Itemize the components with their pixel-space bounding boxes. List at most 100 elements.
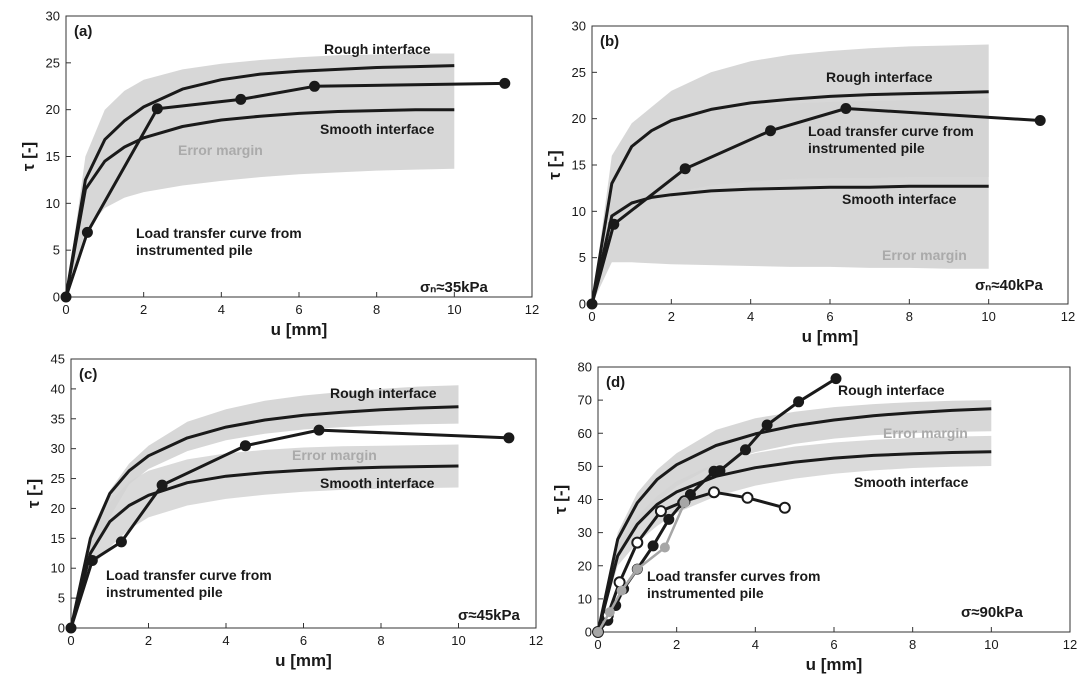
- data-point: [631, 536, 644, 549]
- x-tick-label: 10: [981, 309, 995, 324]
- x-tick-label: 12: [1063, 637, 1077, 652]
- x-tick-label: 8: [377, 633, 384, 648]
- x-tick-label: 6: [300, 633, 307, 648]
- y-tick-label: 30: [572, 19, 586, 34]
- data-point: [647, 540, 659, 552]
- panel-a: 0 2 4 6 8 10 12 0 5 10 15 20 25 30 u [mm] τ [-] (a) Rough…: [19, 9, 539, 340]
- x-tick-label: 6: [295, 302, 302, 317]
- y-tick-label: 0: [585, 625, 592, 640]
- y-tick-label: 5: [58, 591, 65, 606]
- data-point: [604, 607, 615, 618]
- series-line: [590, 90, 989, 305]
- x-tick-label: 4: [218, 302, 225, 317]
- stress-condition-label: σ≈45kPa: [458, 607, 521, 624]
- data-point: [499, 77, 511, 89]
- y-tick-label: 40: [578, 492, 592, 507]
- pile-curve-label-line2: instrumented pile: [136, 242, 253, 258]
- y-axis-label: τ [-]: [24, 479, 43, 508]
- smooth-interface-label: Smooth interface: [320, 475, 435, 491]
- y-tick-label: 0: [53, 290, 60, 305]
- y-axis-label: τ [-]: [551, 485, 570, 514]
- data-point: [503, 432, 515, 444]
- data-point: [741, 491, 754, 504]
- y-tick-label: 60: [578, 426, 592, 441]
- y-tick-label: 20: [46, 102, 60, 117]
- panel-label: (b): [600, 33, 619, 50]
- x-tick-label: 12: [525, 302, 539, 317]
- series-line: [69, 464, 459, 629]
- y-tick-label: 0: [579, 297, 586, 312]
- y-tick-label: 10: [578, 591, 592, 606]
- data-point: [663, 513, 675, 525]
- data-point: [761, 419, 773, 431]
- data-point: [830, 373, 842, 385]
- data-point: [654, 505, 667, 518]
- data-point: [708, 486, 720, 499]
- x-tick-label: 2: [668, 309, 675, 324]
- y-tick-label: 35: [51, 411, 65, 426]
- x-axis-label: u [mm]: [806, 655, 863, 674]
- pile-curve-label-line2: instrumented pile: [808, 140, 925, 156]
- y-tick-label: 50: [578, 459, 592, 474]
- series-line: [69, 405, 459, 629]
- data-point: [659, 542, 670, 553]
- data-point: [60, 291, 72, 303]
- y-tick-label: 15: [46, 149, 60, 164]
- panel-d: 0 2 4 6 8 10 12 0 10 20 30 40 50 60 70 80 u [mm] τ [-] (d)…: [551, 360, 1077, 675]
- data-point: [714, 465, 726, 477]
- data-point: [81, 226, 93, 238]
- data-point: [239, 440, 251, 452]
- data-point: [740, 444, 751, 456]
- data-point: [765, 125, 776, 137]
- error-margin-band: [66, 53, 455, 297]
- series-line: [64, 81, 505, 298]
- data-point: [586, 298, 598, 310]
- data-point: [313, 424, 325, 436]
- x-tick-label: 0: [594, 637, 601, 652]
- x-tick-label: 12: [1061, 309, 1075, 324]
- data-point: [793, 396, 805, 408]
- panel-b: 0 2 4 6 8 10 12 0 5 10 15 20 25 30 u [mm] τ [-] (b) Rough…: [545, 19, 1075, 347]
- data-point: [679, 497, 690, 508]
- y-tick-label: 15: [51, 531, 65, 546]
- x-tick-label: 10: [451, 633, 465, 648]
- pile-curve-label-line1: Load transfer curve from: [136, 225, 302, 241]
- error-margin-band: [598, 400, 992, 632]
- pile-curve-label-line1: Load transfer curve from: [106, 567, 272, 583]
- x-tick-label: 0: [67, 633, 74, 648]
- data-point: [593, 627, 603, 637]
- smooth-interface-label: Smooth interface: [842, 191, 957, 207]
- x-tick-label: 6: [826, 309, 833, 324]
- y-tick-label: 10: [46, 196, 60, 211]
- data-point: [613, 576, 626, 589]
- x-tick-label: 4: [752, 637, 759, 652]
- x-tick-label: 0: [588, 309, 595, 324]
- series-line: [64, 64, 455, 298]
- data-point: [115, 536, 127, 548]
- panel-c: 0 2 4 6 8 10 12 0 5 10 15 20 25 30 35 40 45 u [mm] τ [-] (c…: [24, 352, 543, 671]
- series-line: [596, 450, 992, 633]
- smooth-interface-label: Smooth interface: [320, 121, 435, 137]
- y-tick-label: 80: [578, 360, 592, 375]
- error-margin-label: Error margin: [883, 425, 968, 441]
- data-point: [608, 218, 620, 230]
- y-tick-label: 25: [51, 471, 65, 486]
- data-point: [632, 564, 643, 575]
- panel-label: (d): [606, 374, 625, 391]
- x-tick-label: 6: [830, 637, 837, 652]
- y-tick-label: 10: [572, 204, 586, 219]
- y-axis-label: τ [-]: [19, 142, 38, 171]
- rough-interface-label: Rough interface: [826, 69, 933, 85]
- stress-condition-label: σₙ≈35kPa: [420, 279, 489, 296]
- stress-condition-label: σₙ≈40kPa: [975, 277, 1044, 294]
- series-line: [590, 107, 1041, 305]
- error-margin-label: Error margin: [882, 247, 967, 263]
- data-point: [616, 585, 627, 596]
- data-point: [679, 163, 691, 175]
- x-tick-label: 8: [373, 302, 380, 317]
- x-axis-label: u [mm]: [271, 320, 328, 339]
- pile-curve-label-line1: Load transfer curve from: [808, 123, 974, 139]
- x-tick-label: 10: [447, 302, 461, 317]
- y-tick-label: 20: [572, 111, 586, 126]
